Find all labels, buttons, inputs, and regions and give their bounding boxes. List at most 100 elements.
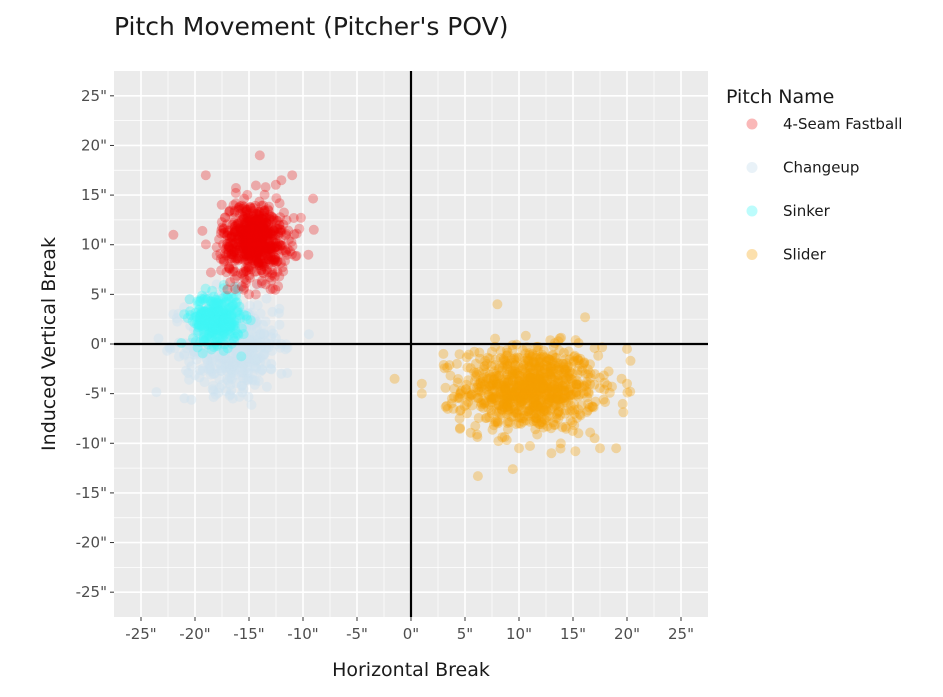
data-point <box>527 357 537 368</box>
data-point <box>518 390 529 401</box>
y-tick-label: -20" <box>76 534 107 552</box>
data-point <box>475 378 486 389</box>
data-point <box>546 390 557 401</box>
data-point <box>577 362 588 373</box>
data-point <box>561 365 572 376</box>
data-point <box>505 394 515 405</box>
data-point <box>275 212 286 223</box>
data-point <box>554 365 565 376</box>
data-point <box>494 362 505 373</box>
data-point <box>503 404 514 415</box>
data-point <box>492 299 503 310</box>
data-point <box>563 387 574 398</box>
data-point <box>527 373 538 384</box>
data-point <box>502 402 513 413</box>
data-point <box>526 408 537 419</box>
data-point <box>247 344 258 355</box>
data-point <box>560 390 571 401</box>
data-point <box>530 413 541 424</box>
data-point <box>564 366 575 377</box>
data-point <box>498 374 509 385</box>
data-point <box>539 406 550 417</box>
data-point <box>510 387 521 397</box>
data-point <box>549 383 560 394</box>
data-point <box>482 359 492 369</box>
data-point <box>498 399 509 410</box>
data-point <box>490 360 500 371</box>
data-point <box>538 422 549 433</box>
data-point <box>525 372 536 383</box>
data-point <box>241 350 252 361</box>
data-point <box>542 385 553 396</box>
data-point <box>513 412 524 423</box>
data-point <box>512 408 523 419</box>
data-point <box>196 349 207 360</box>
data-point <box>538 345 549 356</box>
data-point <box>168 309 179 320</box>
data-point <box>253 353 264 364</box>
data-point <box>558 362 569 373</box>
data-point <box>555 438 566 449</box>
data-point <box>243 349 254 360</box>
data-point <box>416 378 427 389</box>
data-point <box>512 368 523 379</box>
data-point <box>518 383 529 394</box>
data-point <box>570 335 581 346</box>
data-point <box>225 346 236 357</box>
data-point <box>530 372 541 382</box>
data-point <box>455 389 466 400</box>
x-tick-label: -10" <box>287 625 318 643</box>
data-point <box>525 377 536 388</box>
data-point <box>225 310 236 321</box>
data-point <box>234 329 245 340</box>
data-point <box>249 219 260 230</box>
x-tick-label: 5" <box>457 625 473 643</box>
data-point <box>598 370 609 381</box>
data-point <box>524 356 535 367</box>
data-point <box>542 390 553 401</box>
data-point <box>225 317 236 328</box>
data-point <box>518 380 529 390</box>
data-point <box>215 332 226 343</box>
data-point <box>251 325 261 336</box>
data-point <box>225 357 236 368</box>
data-point <box>517 345 528 356</box>
data-point <box>536 397 547 408</box>
data-point <box>531 391 542 401</box>
data-point <box>441 400 452 411</box>
data-point <box>520 386 531 397</box>
data-point <box>234 333 245 344</box>
data-point <box>519 359 529 370</box>
data-point <box>498 395 509 406</box>
data-point <box>622 378 632 389</box>
data-point <box>180 313 191 324</box>
data-point <box>239 311 250 322</box>
data-point <box>553 374 564 385</box>
data-point <box>236 317 247 328</box>
data-point <box>531 373 542 384</box>
data-point <box>219 352 230 363</box>
data-point <box>448 403 459 414</box>
data-point <box>509 393 520 404</box>
data-point <box>524 360 535 371</box>
data-point <box>549 360 560 371</box>
data-point <box>553 362 563 373</box>
data-point <box>546 382 557 393</box>
data-point <box>583 369 593 380</box>
data-point <box>565 389 576 400</box>
data-point <box>580 368 591 379</box>
data-point <box>484 353 495 364</box>
data-point <box>258 250 269 261</box>
data-point <box>200 239 211 250</box>
data-point <box>529 391 540 402</box>
legend-label: Slider <box>783 246 827 264</box>
data-point <box>260 357 271 368</box>
data-point <box>542 421 553 432</box>
data-point <box>253 375 264 386</box>
data-point <box>536 372 547 383</box>
data-point <box>554 333 565 344</box>
data-point <box>538 352 549 362</box>
data-point <box>537 402 548 413</box>
data-point <box>484 399 495 410</box>
data-point <box>492 381 503 392</box>
